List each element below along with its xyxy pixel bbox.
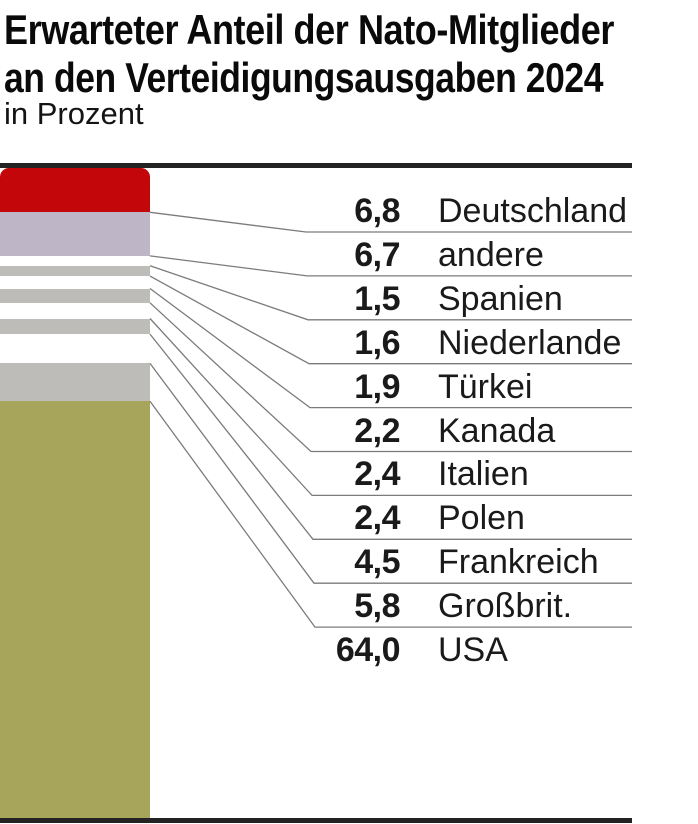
country-label-tuerkei: Türkei	[438, 367, 533, 406]
legend-row-niederlande: 1,6 Niederlande	[300, 320, 634, 364]
country-label-usa: USA	[438, 631, 508, 669]
legend-row-usa: 64,0 USA	[300, 627, 634, 671]
bar-segment-kanada	[0, 288, 150, 303]
value-label-grossbrit: 5,8	[354, 587, 400, 626]
stacked-bar	[0, 168, 150, 818]
bottom-rule	[0, 818, 632, 823]
bar-segment-frankreich	[0, 334, 150, 364]
bar-segment-andere	[0, 212, 150, 256]
top-rule	[0, 163, 632, 168]
bar-segment-polen	[0, 318, 150, 335]
country-label-italien: Italien	[438, 455, 529, 494]
value-label-niederlande: 1,6	[354, 323, 400, 362]
legend-row-andere: 6,7 andere	[300, 232, 634, 276]
bar-segment-usa	[0, 401, 150, 818]
legend-row-frankreich: 4,5 Frankreich	[300, 539, 634, 583]
country-label-niederlande: Niederlande	[438, 323, 622, 362]
chart-subtitle: in Prozent	[4, 96, 144, 131]
value-label-usa: 64,0	[335, 631, 401, 669]
legend-row-tuerkei: 1,9 Türkei	[300, 364, 634, 408]
country-label-kanada: Kanada	[438, 411, 556, 450]
value-label-frankreich: 4,5	[354, 543, 400, 582]
legend-row-polen: 2,4 Polen	[300, 495, 634, 539]
legend-row-kanada: 2,2 Kanada	[300, 408, 634, 452]
value-label-deutschland: 6,8	[354, 192, 400, 230]
country-label-polen: Polen	[438, 499, 525, 538]
value-label-polen: 2,4	[354, 499, 400, 538]
legend-row-deutschland: 6,8 Deutschland	[300, 188, 634, 232]
chart-title-line1: Erwarteter Anteil der Nato-Mitglieder	[4, 6, 614, 53]
country-label-frankreich: Frankreich	[438, 543, 599, 582]
bar-segment-niederlande	[0, 265, 150, 277]
value-label-italien: 2,4	[354, 455, 400, 494]
chart-title-line2: an den Verteidigungsausgaben 2024	[4, 54, 604, 101]
value-label-spanien: 1,5	[354, 279, 400, 318]
country-label-deutschland: Deutschland	[438, 192, 628, 230]
country-label-spanien: Spanien	[438, 279, 563, 318]
bar-segment-spanien	[0, 255, 150, 266]
bar-segment-grossbrit	[0, 363, 150, 402]
value-label-andere: 6,7	[354, 235, 400, 274]
value-label-kanada: 2,2	[354, 411, 400, 450]
country-label-andere: andere	[438, 235, 544, 274]
bar-segment-deutschland	[0, 168, 150, 213]
bar-segment-tuerkei	[0, 276, 150, 289]
legend-row-italien: 2,4 Italien	[300, 451, 634, 495]
country-label-grossbrit: Großbrit.	[438, 587, 573, 626]
legend-row-grossbrit: 5,8 Großbrit.	[300, 583, 634, 627]
value-label-tuerkei: 1,9	[354, 367, 400, 406]
bar-segment-italien	[0, 302, 150, 319]
legend-row-spanien: 1,5 Spanien	[300, 276, 634, 320]
